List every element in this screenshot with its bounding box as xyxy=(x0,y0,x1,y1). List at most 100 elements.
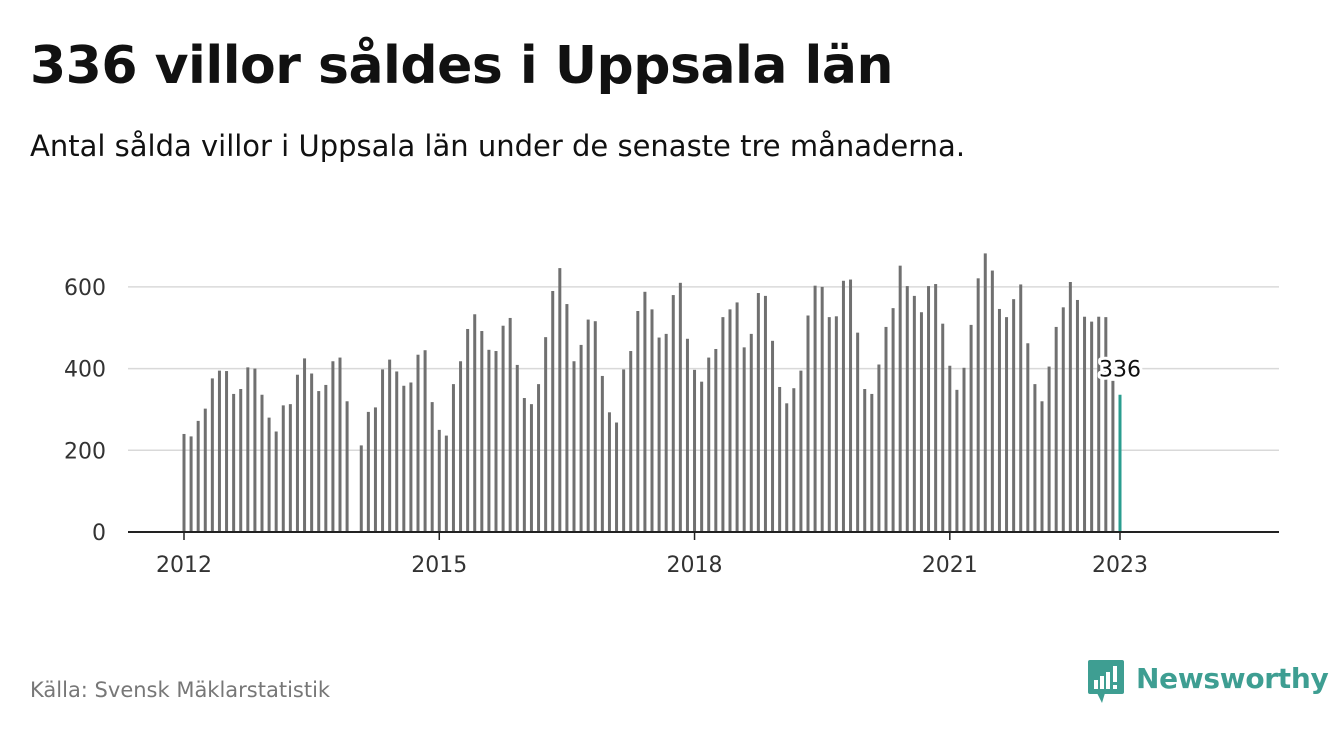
bar xyxy=(1047,366,1051,532)
bar xyxy=(537,384,541,532)
bar xyxy=(416,354,420,532)
x-tick-label: 2023 xyxy=(1092,553,1148,578)
bar xyxy=(338,357,342,532)
bar xyxy=(1104,317,1108,532)
bar xyxy=(856,332,860,532)
bar xyxy=(310,373,314,532)
bar xyxy=(607,412,611,532)
bar xyxy=(182,433,186,532)
bar xyxy=(898,265,902,532)
bar xyxy=(636,311,640,532)
y-tick-label: 400 xyxy=(64,358,106,383)
bar xyxy=(700,381,704,532)
bar xyxy=(423,350,427,532)
x-tick-label: 2012 xyxy=(156,553,212,578)
bar xyxy=(508,317,512,532)
bar xyxy=(721,317,725,532)
bar xyxy=(451,384,455,532)
bar xyxy=(317,391,321,532)
chart-title: 336 villor såldes i Uppsala län xyxy=(30,36,894,96)
y-axis-ticks: 0 200 400 600 xyxy=(64,276,106,546)
x-axis-ticks: 2012 2015 2018 2021 2023 xyxy=(156,532,1148,578)
bar xyxy=(771,340,775,532)
bar xyxy=(643,291,647,532)
bar xyxy=(303,358,307,532)
bar xyxy=(1068,282,1072,532)
bar xyxy=(948,365,952,532)
bar xyxy=(274,431,278,532)
highlight-bar xyxy=(1118,394,1122,532)
bar xyxy=(1012,299,1016,532)
bar xyxy=(827,317,831,532)
bar xyxy=(381,369,385,532)
bar xyxy=(246,367,250,532)
bar xyxy=(239,389,243,532)
bar xyxy=(962,367,966,532)
bar xyxy=(345,401,349,532)
bar xyxy=(586,319,590,532)
bar xyxy=(820,286,824,532)
bar xyxy=(997,308,1001,532)
bar xyxy=(1111,380,1115,532)
bar xyxy=(494,351,498,532)
bar xyxy=(359,445,363,532)
bar xyxy=(905,286,909,532)
bar xyxy=(664,333,668,532)
bar xyxy=(1075,299,1079,532)
bar xyxy=(281,405,285,532)
bar xyxy=(785,403,789,532)
bar xyxy=(834,316,838,532)
bar xyxy=(409,382,413,532)
bar xyxy=(927,286,931,532)
bar xyxy=(778,386,782,532)
bar xyxy=(388,359,392,532)
highlight-value-label: 336 xyxy=(1099,358,1141,383)
bar xyxy=(1005,317,1009,532)
bar xyxy=(324,384,328,532)
bar xyxy=(579,344,583,532)
bar xyxy=(593,321,597,532)
bar xyxy=(671,295,675,532)
bar xyxy=(955,389,959,532)
bar xyxy=(189,436,193,532)
bar xyxy=(430,402,434,532)
bar xyxy=(1083,316,1087,532)
bar xyxy=(522,398,526,532)
bar xyxy=(260,394,264,532)
bar xyxy=(444,435,448,532)
bar xyxy=(622,369,626,532)
bar xyxy=(693,369,697,532)
bar xyxy=(544,337,548,532)
bars xyxy=(182,253,1122,533)
brand-name: Newsworthy xyxy=(1136,662,1329,695)
bar xyxy=(1019,284,1023,532)
bar xyxy=(1097,316,1101,532)
y-tick-label: 200 xyxy=(64,439,106,464)
bar xyxy=(884,326,888,532)
bar xyxy=(1054,326,1058,532)
bar xyxy=(891,308,895,532)
bar xyxy=(919,312,923,532)
bar xyxy=(1040,401,1044,532)
bar xyxy=(707,357,711,532)
bar xyxy=(714,348,718,532)
bar xyxy=(437,429,441,533)
bar xyxy=(565,304,569,532)
bar xyxy=(366,411,370,532)
bar xyxy=(863,389,867,532)
brand-logo[interactable]: Newsworthy xyxy=(1088,660,1329,706)
bar xyxy=(288,404,292,532)
bar xyxy=(295,374,299,532)
x-tick-label: 2015 xyxy=(411,553,467,578)
bar xyxy=(459,361,463,532)
bar xyxy=(912,295,916,532)
bar xyxy=(210,378,214,532)
bar xyxy=(373,407,377,532)
bar xyxy=(990,270,994,532)
bar xyxy=(1026,343,1030,532)
bar xyxy=(1061,307,1065,532)
bar xyxy=(941,323,945,532)
bar xyxy=(515,364,519,532)
bar xyxy=(203,408,207,532)
x-tick-label: 2018 xyxy=(667,553,723,578)
